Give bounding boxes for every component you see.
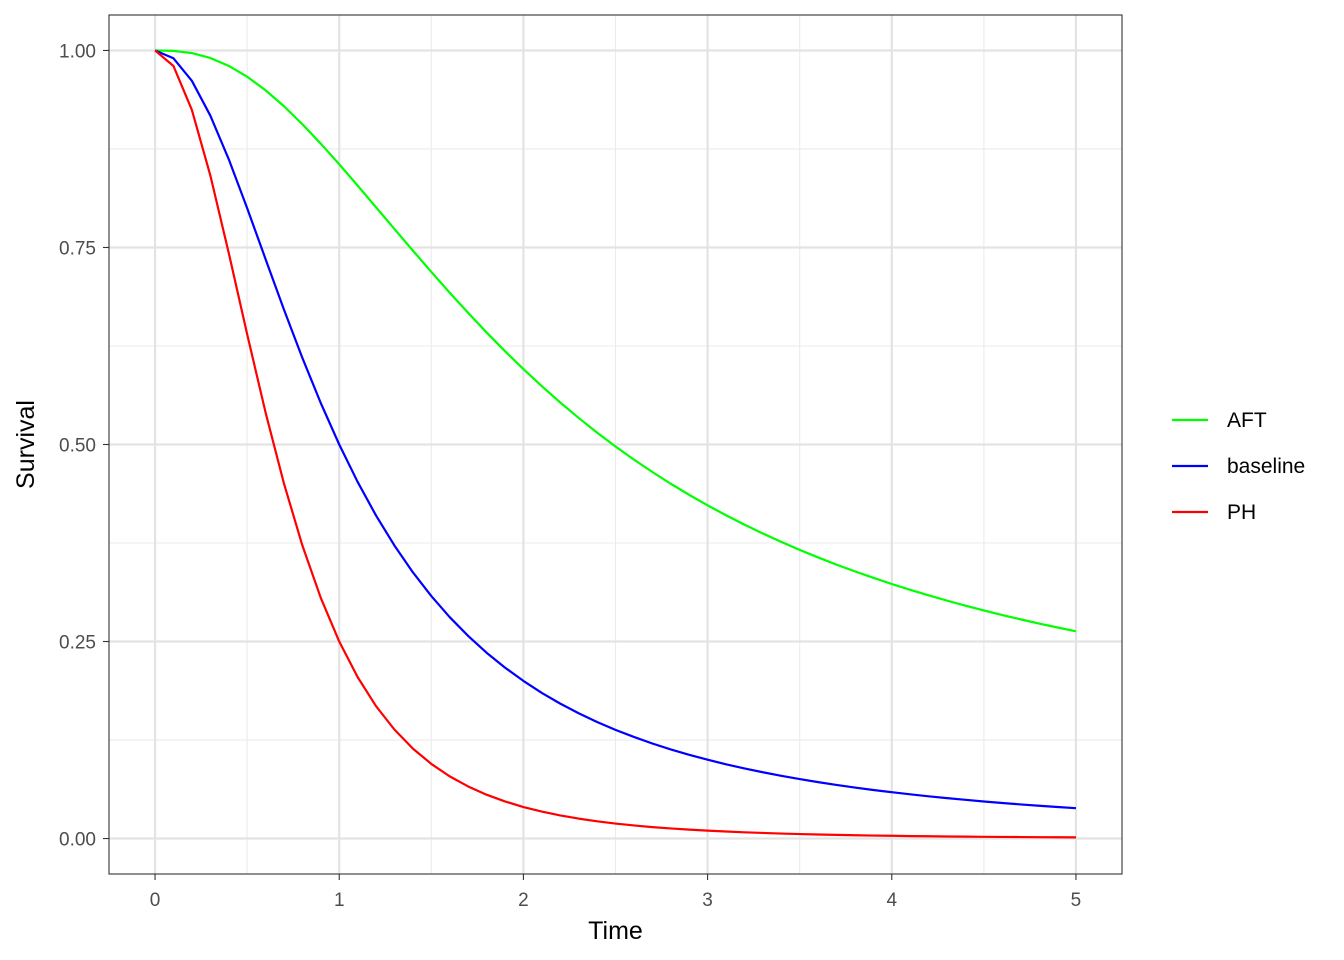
x-tick-label: 1 (334, 890, 345, 911)
x-tick-label: 4 (886, 890, 897, 911)
legend: AFT baseline PH (1172, 409, 1305, 524)
series-lines (154, 49, 1077, 839)
y-tick-label: 0.50 (59, 436, 96, 457)
series-line-baseline (154, 49, 1077, 810)
x-axis: 0 1 2 3 4 5 (150, 874, 1081, 911)
x-tick-label: 2 (518, 890, 529, 911)
x-tick-label: 0 (150, 890, 161, 911)
legend-label-PH: PH (1227, 501, 1256, 524)
legend-label-AFT: AFT (1227, 409, 1267, 432)
y-tick-label: 0.25 (59, 633, 96, 654)
x-axis-title: Time (588, 917, 643, 945)
series-line-PH (154, 49, 1076, 839)
series-line-AFT (155, 49, 1077, 633)
x-tick-label: 3 (702, 890, 713, 911)
y-tick-label: 0.75 (59, 238, 96, 259)
x-tick-label: 5 (1071, 890, 1082, 911)
y-tick-label: 0.00 (59, 830, 96, 851)
y-tick-label: 1.00 (59, 41, 96, 62)
y-axis: 0.00 0.25 0.50 0.75 1.00 (59, 41, 109, 851)
y-axis-title: Survival (12, 400, 40, 489)
legend-label-baseline: baseline (1227, 455, 1305, 478)
